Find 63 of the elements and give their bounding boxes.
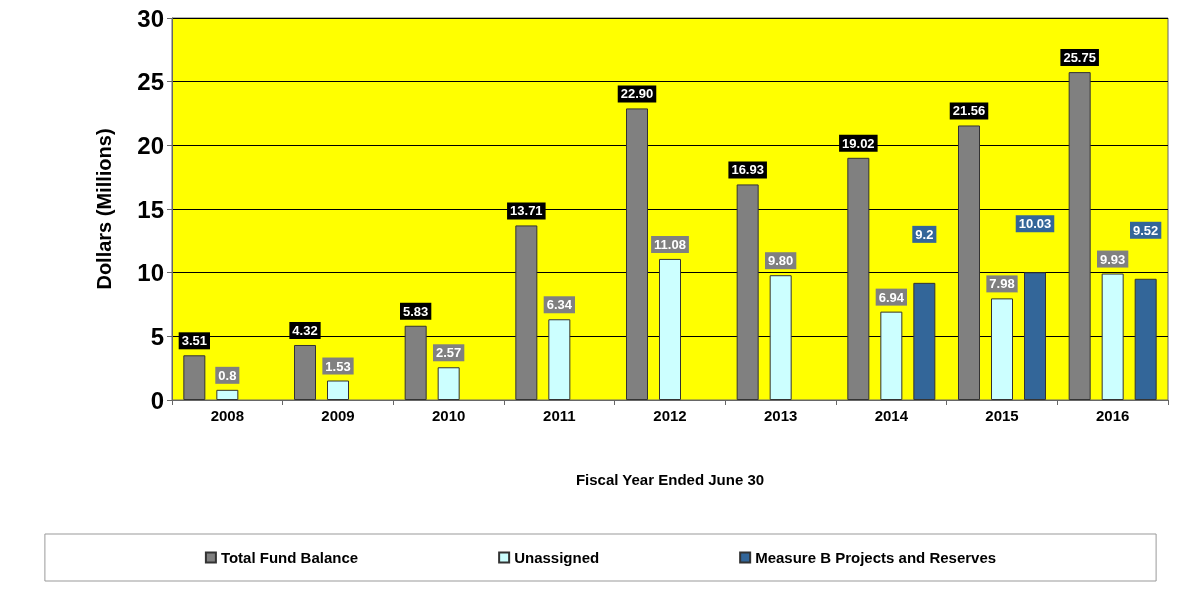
data-label: 7.98	[989, 276, 1015, 292]
bar	[913, 282, 936, 400]
x-tick-label: 2014	[874, 407, 909, 424]
bar	[404, 325, 427, 400]
bar	[769, 275, 792, 400]
bar	[659, 258, 681, 400]
x-tick-label: 2009	[321, 407, 355, 424]
x-tick-label: 2011	[543, 407, 576, 424]
data-label: 1.53	[325, 358, 351, 374]
y-axis-title: Dollars (Millions)	[93, 128, 115, 290]
data-label: 4.32	[292, 322, 318, 338]
data-label: 9.52	[1133, 222, 1159, 238]
bar	[548, 319, 571, 400]
y-tick-label: 20	[137, 131, 164, 159]
bar	[327, 380, 349, 400]
data-label: 19.02	[842, 135, 875, 151]
legend-label: Measure B Projects and Reserves	[755, 549, 997, 566]
data-label: 2.57	[436, 345, 462, 361]
bar	[437, 367, 460, 400]
legend-label: Unassigned	[514, 549, 600, 566]
data-label: 21.56	[952, 103, 986, 119]
bar	[294, 344, 316, 400]
bar	[1101, 273, 1124, 400]
data-label: 9.2	[915, 226, 934, 242]
y-tick-label: 10	[137, 259, 164, 287]
y-tick-label: 30	[137, 4, 164, 32]
bar	[880, 311, 903, 400]
bar	[736, 184, 759, 400]
data-label: 9.93	[1100, 251, 1126, 267]
x-tick-label: 2010	[431, 407, 466, 424]
x-axis-title: Fiscal Year Ended June 30	[575, 471, 765, 488]
y-tick-label: 15	[137, 195, 164, 223]
data-label: 13.71	[510, 203, 543, 219]
y-tick-label: 25	[137, 68, 164, 96]
data-label: 10.03	[1018, 216, 1052, 232]
x-tick-label: 2012	[653, 407, 687, 424]
data-label: 6.94	[878, 289, 905, 305]
bar	[216, 389, 239, 400]
data-label: 0.8	[218, 367, 237, 383]
bar	[1024, 272, 1046, 400]
x-tick-label: 2016	[1095, 407, 1130, 424]
bar	[1134, 278, 1157, 400]
bar	[958, 125, 980, 400]
data-label: 3.51	[181, 333, 207, 349]
data-label: 5.83	[403, 303, 429, 319]
bar	[1068, 72, 1091, 400]
y-tick-label: 0	[150, 386, 164, 414]
bar	[183, 355, 206, 400]
y-tick-label: 5	[150, 322, 164, 350]
data-label: 16.93	[731, 162, 764, 178]
data-label: 6.34	[546, 297, 573, 313]
bar	[515, 225, 538, 400]
data-label: 25.75	[1063, 50, 1096, 66]
bar	[991, 298, 1013, 400]
bar	[847, 157, 870, 400]
data-label: 9.80	[768, 253, 794, 269]
x-tick-label: 2008	[210, 407, 245, 424]
bar	[626, 108, 648, 400]
legend-label: Total Fund Balance	[220, 549, 359, 566]
x-tick-label: 2013	[763, 407, 798, 424]
data-label: 11.08	[654, 236, 686, 252]
x-tick-label: 2015	[985, 407, 1019, 424]
data-label: 22.90	[620, 86, 654, 102]
